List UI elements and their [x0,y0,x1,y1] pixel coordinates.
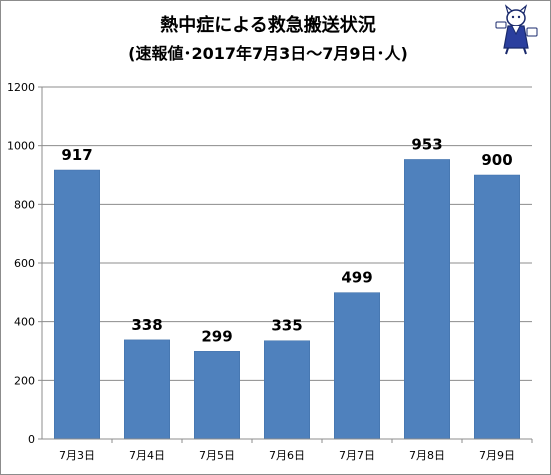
data-labels: 917 338 299 335 499 953 900 [61,135,512,345]
x-tick-label: 7月9日 [479,449,515,462]
bar [334,292,380,440]
gridlines [42,86,532,381]
y-axis-ticks: 0 200 400 600 800 1000 1200 [7,81,42,446]
x-tick-label: 7月5日 [199,449,235,462]
y-tick-label: 0 [28,433,35,446]
data-label: 335 [271,317,302,335]
x-tick-label: 7月3日 [59,449,95,462]
bars [54,159,520,440]
y-tick-label: 800 [14,198,35,211]
data-label: 917 [61,146,92,164]
bar [54,169,100,440]
chart-subtitle: (速報値･2017年7月3日～7月9日･人) [128,44,408,63]
bar [404,159,450,440]
x-tick-label: 7月6日 [269,449,305,462]
data-label: 499 [341,269,372,287]
y-tick-label: 1000 [7,140,35,153]
bar [194,351,240,440]
data-label: 953 [411,135,442,153]
data-label: 900 [481,151,512,169]
y-tick-label: 1200 [7,81,35,94]
mascot-cat-icon [495,4,538,55]
bar [264,340,310,440]
data-label: 338 [131,316,162,334]
data-label: 299 [201,327,232,345]
y-tick-label: 400 [14,316,35,329]
x-tick-label: 7月4日 [129,449,165,462]
x-axis-ticks: 7月3日 7月4日 7月5日 7月6日 7月7日 7月8日 7月9日 [59,439,533,462]
bar [124,339,170,440]
y-tick-label: 200 [14,374,35,387]
chart-title: 熱中症による救急搬送状況 [160,14,375,36]
y-tick-label: 600 [14,257,35,270]
x-tick-label: 7月7日 [339,449,375,462]
x-tick-label: 7月8日 [409,449,445,462]
bar [474,174,520,440]
